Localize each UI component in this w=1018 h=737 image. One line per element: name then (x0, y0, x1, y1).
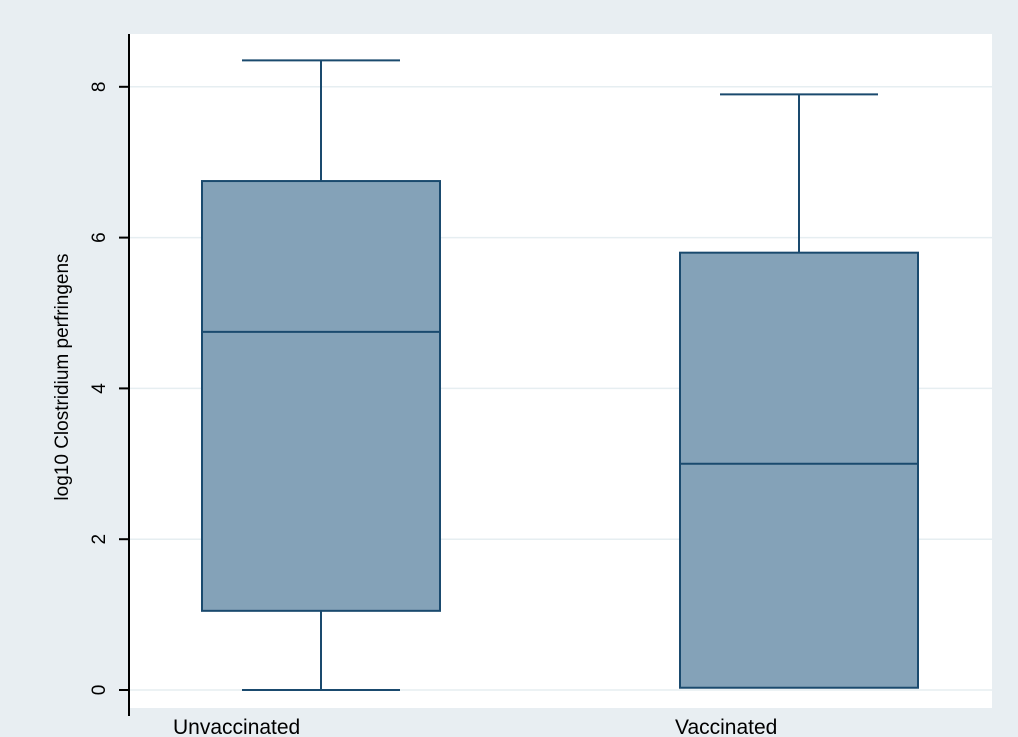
box-iqr (201, 180, 441, 612)
box-group (679, 93, 919, 689)
y-tick-label: 0 (89, 685, 110, 696)
box-group (201, 59, 441, 691)
boxes (201, 59, 919, 691)
y-tick-label: 2 (89, 534, 110, 545)
y-axis-ticks: 0 2 4 6 8 (89, 82, 129, 696)
y-axis-title: log10 Clostridium perfringens (52, 253, 73, 500)
y-tick-label: 4 (89, 383, 110, 394)
box-iqr (679, 251, 919, 689)
x-category-label: Vaccinated (675, 716, 777, 737)
x-category-label: Unvaccinated (173, 716, 300, 737)
y-tick-label: 6 (89, 232, 110, 243)
x-axis-categories: Unvaccinated Vaccinated (173, 716, 777, 737)
y-tick-label: 8 (89, 82, 110, 93)
